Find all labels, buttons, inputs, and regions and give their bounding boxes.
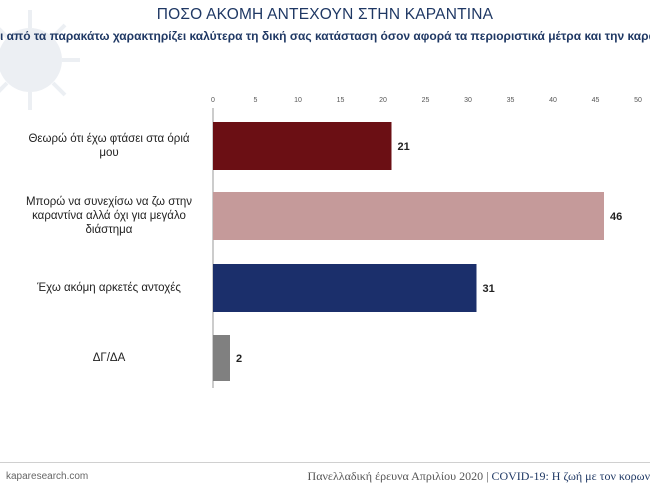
category-label: Έχω ακόμη αρκετές αντοχές: [37, 282, 181, 294]
bar-value-label: 31: [483, 283, 495, 295]
bar: [213, 264, 477, 312]
footer-divider: [0, 462, 650, 463]
footer-source: kaparesearch.com: [6, 471, 89, 482]
chart-subtitle: ι από τα παρακάτω χαρακτηρίζει καλύτερα …: [0, 29, 650, 43]
virus-watermark-icon: [0, 10, 80, 110]
x-tick-label: 10: [294, 97, 302, 104]
x-tick-label: 50: [634, 97, 642, 104]
x-tick-label: 35: [507, 97, 515, 104]
x-tick-label: 15: [337, 97, 345, 104]
x-tick-label: 40: [549, 97, 557, 104]
category-label: ΔΓ/ΔΑ: [92, 352, 126, 364]
x-tick-label: 20: [379, 97, 387, 104]
bar: [213, 335, 230, 381]
bar-value-label: 21: [398, 141, 410, 153]
x-tick-label: 45: [592, 97, 600, 104]
x-tick-label: 0: [211, 97, 215, 104]
x-tick-label: 25: [422, 97, 430, 104]
category-label: Θεωρώ ότι έχω φτάσει στα όριά μου: [28, 133, 190, 159]
footer-survey-text: Πανελλαδική έρευνα Απριλίου 2020 |: [307, 469, 492, 483]
bar-chart: 0 5 10 15 20 25 30 35 40 45 50 21 46 31 2: [211, 97, 642, 388]
bar: [213, 122, 392, 170]
category-label: Μπορώ να συνεχίσω να ζω στην καραντίνα α…: [25, 196, 193, 236]
bar-value-label: 2: [236, 353, 242, 365]
x-tick-label: 30: [464, 97, 472, 104]
footer-brand: COVID-19: Η ζωή με τον κορων: [491, 469, 650, 483]
bar-value-label: 46: [610, 211, 622, 223]
chart-title: ΠΟΣΟ ΑΚΟΜΗ ΑΝΤΕΧΟΥΝ ΣΤΗΝ ΚΑΡΑΝΤΙΝΑ: [156, 6, 494, 23]
bar: [213, 192, 604, 240]
footer-survey: Πανελλαδική έρευνα Απριλίου 2020 | COVID…: [308, 469, 650, 484]
x-tick-label: 5: [254, 97, 258, 104]
